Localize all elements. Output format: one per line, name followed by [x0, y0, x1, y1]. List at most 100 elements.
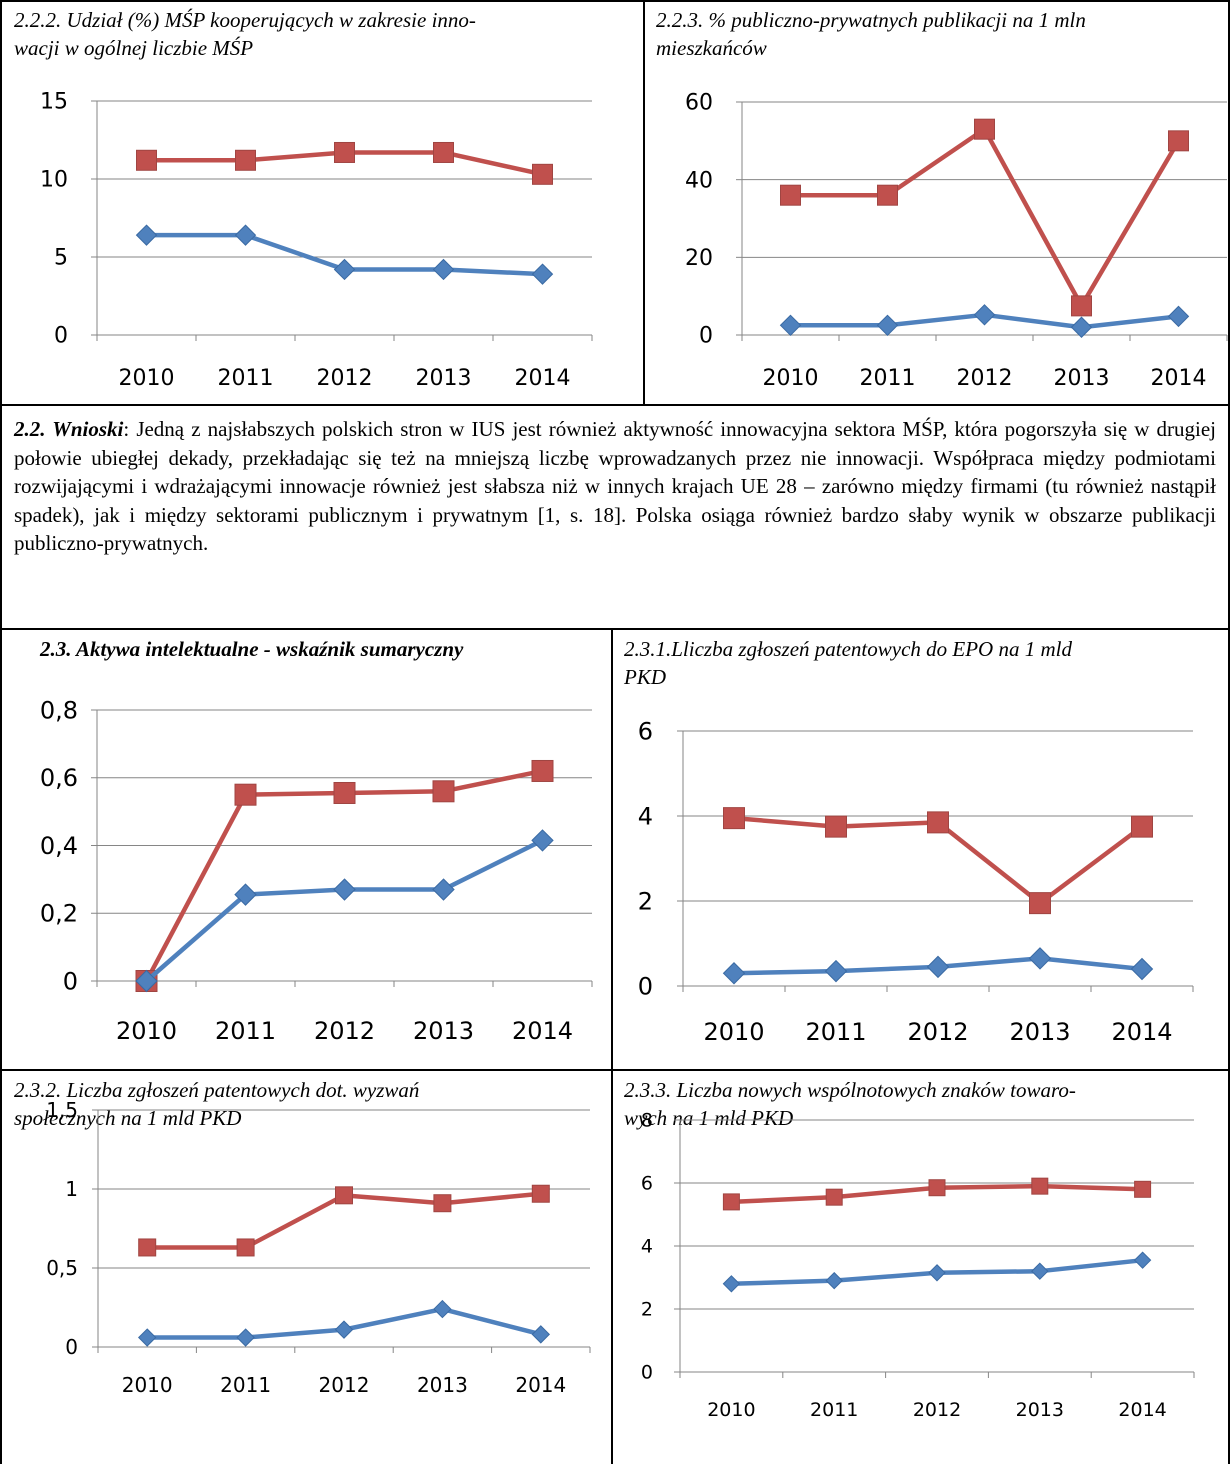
- chart-title-232-line1: 2.3.2. Liczba zgłoszeń patentowych dot. …: [14, 1078, 420, 1102]
- data-point-diamond: [334, 1320, 354, 1339]
- data-point-square: [1029, 892, 1051, 915]
- data-point-diamond: [876, 314, 899, 336]
- x-tick-label: 2010: [119, 366, 175, 391]
- x-tick-label: 2013: [1009, 1018, 1070, 1046]
- row2-divider: [611, 628, 613, 1464]
- y-tick-label: 2: [641, 1299, 653, 1321]
- y-tick-label: 0,8: [40, 696, 78, 724]
- x-tick-label: 2011: [220, 1373, 271, 1397]
- y-tick-label: 60: [685, 91, 713, 116]
- data-point-diamond: [1133, 1251, 1152, 1269]
- data-point-square: [236, 1238, 255, 1257]
- x-tick-label: 2012: [314, 1017, 375, 1045]
- y-tick-label: 4: [641, 1236, 653, 1258]
- conclusions-paragraph: 2.2. Wnioski: Jedną z najsłabszych polsk…: [14, 415, 1216, 558]
- table-border-top: [0, 0, 1230, 2]
- chart-222-svg: 0 5 10 15 2010 2011 2012 2013 2014: [40, 90, 593, 391]
- y-tick-label: 0: [54, 324, 68, 349]
- chart-title-222-line2: wacji w ogólnej liczbie MŚP: [14, 36, 254, 60]
- data-point-square: [722, 1193, 740, 1211]
- y-tick-label: 0,2: [40, 900, 78, 928]
- data-point-square: [335, 1186, 353, 1205]
- x-tick-label: 2011: [810, 1399, 858, 1421]
- data-point-square: [334, 141, 355, 163]
- y-tick-label: 0: [641, 1362, 653, 1384]
- x-tick-label: 2013: [1054, 366, 1110, 391]
- data-point-diamond: [926, 955, 950, 979]
- y-tick-label: 5: [54, 246, 68, 271]
- chart-231-svg: 0 2 4 6 2010 2011 2012 2013 2014: [638, 717, 1194, 1046]
- data-point-diamond: [1028, 947, 1052, 970]
- data-point-square: [974, 118, 995, 140]
- data-point-square: [532, 163, 553, 185]
- x-tick-label: 2013: [416, 366, 472, 391]
- y-tick-label: 0: [699, 324, 713, 349]
- y-tick-label: 0: [638, 972, 653, 1000]
- data-point-square: [825, 815, 847, 838]
- row1-bottom-border: [0, 404, 1230, 406]
- x-tick-label: 2012: [913, 1399, 961, 1421]
- data-point-square: [531, 759, 554, 782]
- chart-title-223-line2: mieszkańców: [656, 36, 767, 60]
- x-tick-label: 2010: [707, 1399, 755, 1421]
- data-point-diamond: [234, 883, 257, 906]
- y-tick-label: 6: [641, 1173, 653, 1195]
- data-point-diamond: [825, 1271, 843, 1290]
- x-tick-label: 2011: [218, 366, 274, 391]
- text-bottom-border: [0, 628, 1230, 630]
- y-tick-label: 0: [63, 967, 78, 995]
- chart-title-231-line1: 2.3.1.Lliczba zgłoszeń patentowych do EP…: [624, 637, 1072, 661]
- y-tick-label: 1: [65, 1177, 78, 1201]
- y-tick-label: 15: [40, 90, 68, 115]
- y-tick-label: 0,5: [46, 1256, 78, 1280]
- y-tick-label: 40: [685, 168, 713, 193]
- x-tick-label: 2014: [515, 366, 571, 391]
- data-point-diamond: [722, 962, 746, 985]
- chart-232-svg: 0 0,5 1 1,5 2010 2011 2012 2013 2014: [46, 1098, 591, 1397]
- y-tick-label: 2: [638, 887, 653, 915]
- data-point-diamond: [973, 304, 996, 326]
- y-tick-label: 0,6: [40, 764, 78, 792]
- data-point-square: [333, 781, 356, 804]
- series-line-red: [790, 126, 1181, 309]
- x-tick-label: 2014: [1118, 1399, 1166, 1421]
- y-tick-label: 0,4: [40, 832, 78, 860]
- data-point-square: [531, 1184, 550, 1203]
- chart-title-233: 2.3.3. Liczba nowych wspólnotowych znakó…: [624, 1076, 1224, 1132]
- data-point-diamond: [531, 263, 554, 285]
- data-point-diamond: [333, 258, 356, 281]
- data-point-diamond: [531, 1325, 551, 1344]
- data-point-square: [1131, 815, 1153, 838]
- x-tick-label: 2011: [805, 1018, 866, 1046]
- data-point-square: [927, 811, 949, 834]
- data-point-diamond: [135, 224, 158, 246]
- y-tick-label: 10: [40, 168, 68, 193]
- data-point-square: [928, 1179, 946, 1197]
- chart-title-23: 2.3. Aktywa intelektualne - wskaźnik sum…: [40, 635, 610, 663]
- data-point-square: [780, 184, 801, 206]
- x-tick-label: 2010: [703, 1018, 764, 1046]
- y-tick-label: 1,5: [46, 1098, 78, 1122]
- x-tick-label: 2010: [763, 366, 819, 391]
- x-tick-label: 2014: [515, 1373, 566, 1397]
- y-tick-label: 0: [65, 1335, 78, 1359]
- x-tick-label: 2010: [122, 1373, 173, 1397]
- y-tick-label: 6: [638, 717, 653, 745]
- data-point-diamond: [1031, 1262, 1049, 1280]
- table-border-right: [1228, 0, 1230, 1464]
- x-tick-label: 2012: [319, 1373, 370, 1397]
- data-point-square: [235, 149, 256, 171]
- data-point-square: [433, 1194, 452, 1213]
- x-tick-label: 2013: [413, 1017, 474, 1045]
- conclusions-body: : Jedną z najsłabszych polskich stron w …: [14, 417, 1216, 555]
- data-point-diamond: [1167, 305, 1190, 328]
- x-tick-label: 2010: [116, 1017, 177, 1045]
- chart-title-232: 2.3.2. Liczba zgłoszeń patentowych dot. …: [14, 1076, 604, 1132]
- table-border-left: [0, 0, 2, 1464]
- x-tick-label: 2012: [317, 366, 373, 391]
- data-point-diamond: [333, 878, 356, 901]
- data-point-diamond: [824, 959, 848, 983]
- data-point-square: [1071, 295, 1092, 317]
- data-point-square: [432, 780, 455, 803]
- x-tick-label: 2013: [417, 1373, 468, 1397]
